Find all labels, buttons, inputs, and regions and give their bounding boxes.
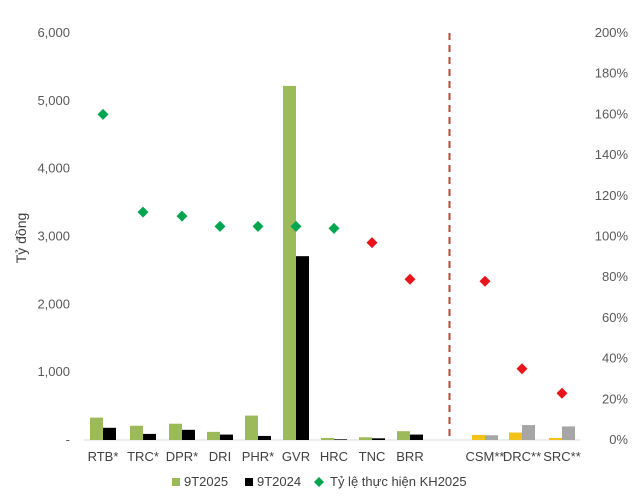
bar-9t2025-csm	[472, 434, 485, 440]
legend-swatch-9t2025	[172, 478, 180, 486]
right-tick-label: 80%	[602, 269, 628, 284]
right-tick-label: 40%	[602, 351, 628, 366]
bar-9t2024-dpr	[182, 429, 195, 440]
legend: 9T2025 9T2024 Tỷ lệ thực hiện KH2025	[172, 474, 467, 489]
bar-9t2024-hrc	[334, 439, 347, 440]
legend-label-9t2024: 9T2024	[257, 474, 301, 489]
x-tick-label: RTB*	[88, 449, 119, 464]
legend-swatch-ratio	[314, 477, 324, 487]
bar-9t2024-brr	[410, 434, 423, 440]
x-tick-label: TNC	[359, 449, 386, 464]
right-axis: 0% 20% 40% 60% 80% 100% 120% 140% 160% 180% 200%	[595, 25, 629, 447]
right-tick-label: 20%	[602, 391, 628, 406]
ratio-marker-trc	[137, 206, 149, 218]
right-tick-label: 140%	[595, 147, 629, 162]
x-tick-label: BRR	[396, 449, 423, 464]
left-tick-label: 1,000	[37, 364, 70, 379]
bar-9t2025-hrc	[321, 437, 334, 440]
bar-9t2024-tnc	[372, 438, 385, 440]
x-tick-label: DRC**	[503, 449, 541, 464]
bar-9t2024-rtb	[103, 427, 116, 440]
ratio-marker-hrc	[328, 222, 340, 234]
right-tick-label: 100%	[595, 229, 629, 244]
left-tick-label: 5,000	[37, 93, 70, 108]
bar-9t2024-src	[562, 426, 575, 440]
bar-9t2024-drc	[522, 425, 535, 440]
ratio-marker-tnc	[366, 237, 378, 249]
bars	[90, 85, 575, 440]
bar-9t2025-tnc	[359, 437, 372, 440]
bar-9t2024-gvr	[296, 256, 309, 440]
ratio-marker-phr	[252, 220, 264, 232]
x-tick-label: TRC*	[127, 449, 159, 464]
bar-9t2024-phr	[258, 435, 271, 440]
bar-9t2025-gvr	[283, 85, 296, 440]
right-tick-label: 0%	[609, 432, 628, 447]
ratio-marker-drc	[516, 363, 528, 375]
x-tick-label: HRC	[320, 449, 348, 464]
left-tick-label: 4,000	[37, 161, 70, 176]
right-tick-label: 200%	[595, 25, 629, 40]
bar-9t2024-dri	[220, 434, 233, 440]
x-tick-label: PHR*	[242, 449, 275, 464]
left-tick-label: 3,000	[37, 229, 70, 244]
x-tick-label: DRI	[209, 449, 231, 464]
bar-9t2025-phr	[245, 415, 258, 440]
right-tick-label: 120%	[595, 188, 629, 203]
bar-9t2024-csm	[485, 435, 498, 440]
x-tick-label: SRC**	[543, 449, 581, 464]
ratio-marker-rtb	[97, 108, 109, 120]
right-tick-label: 180%	[595, 66, 629, 81]
ratio-marker-dri	[214, 220, 226, 232]
bar-9t2025-trc	[130, 425, 143, 440]
left-tick-label: -	[66, 432, 70, 447]
left-tick-label: 2,000	[37, 296, 70, 311]
ratio-marker-brr	[404, 273, 416, 285]
ratio-markers	[97, 108, 568, 399]
legend-swatch-9t2024	[245, 478, 253, 486]
legend-label-ratio: Tỷ lệ thực hiện KH2025	[330, 474, 467, 489]
ratio-marker-gvr	[290, 220, 302, 232]
bar-9t2025-dri	[207, 431, 220, 440]
x-tick-label: DPR*	[166, 449, 199, 464]
left-axis: - 1,000 2,000 3,000 4,000 5,000 6,000	[37, 25, 70, 447]
ratio-marker-src	[556, 387, 568, 399]
bar-9t2024-trc	[143, 433, 156, 440]
bar-9t2025-brr	[397, 431, 410, 440]
bar-9t2025-dpr	[169, 423, 182, 440]
x-tick-label: GVR	[282, 449, 310, 464]
legend-label-9t2025: 9T2025	[184, 474, 228, 489]
bar-9t2025-src	[549, 437, 562, 440]
bar-9t2025-rtb	[90, 417, 103, 440]
x-axis-labels: RTB* TRC* DPR* DRI PHR* GVR HRC TNC BRR CSM**DRC*…	[88, 449, 581, 464]
bar-9t2025-drc	[509, 432, 522, 440]
right-tick-label: 160%	[595, 106, 629, 121]
right-tick-label: 60%	[602, 310, 628, 325]
x-tick-label: CSM**	[465, 449, 504, 464]
ratio-marker-csm	[479, 275, 491, 287]
ratio-marker-dpr	[176, 210, 188, 222]
y-axis-label: Tỷ đồng	[13, 213, 29, 264]
left-tick-label: 6,000	[37, 25, 70, 40]
